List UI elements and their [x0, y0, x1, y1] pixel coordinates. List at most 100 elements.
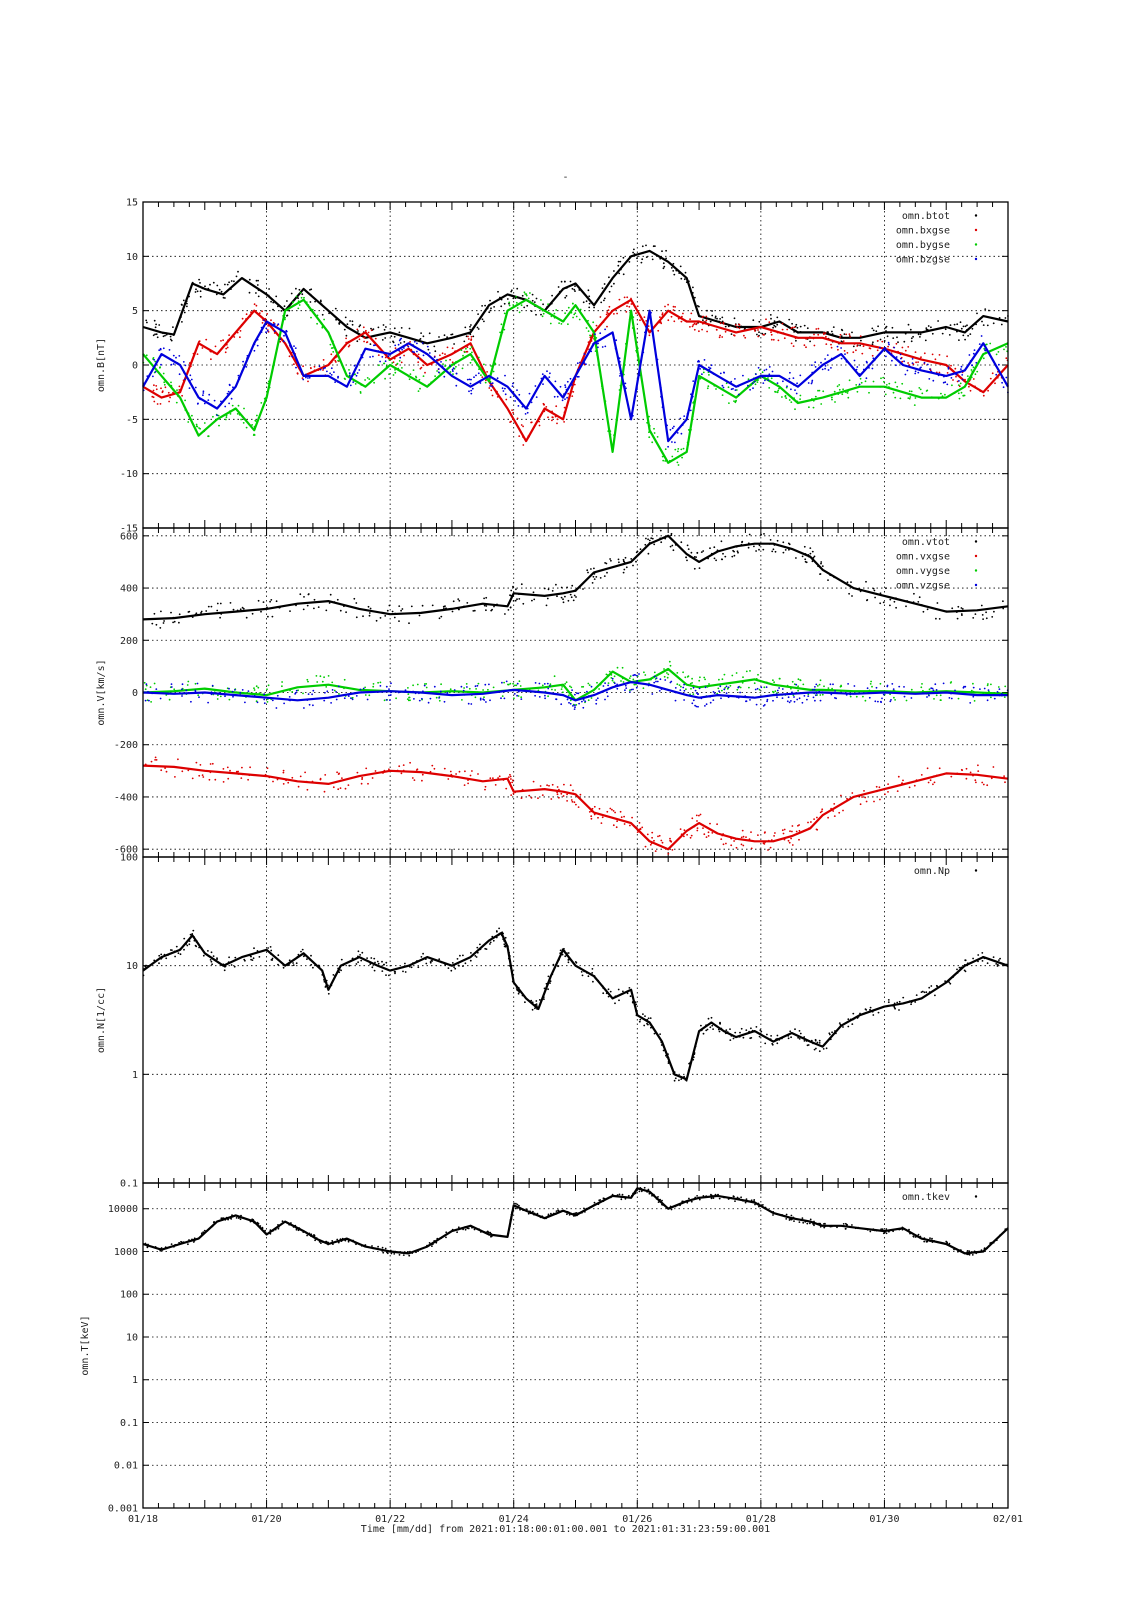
data-point [885, 587, 887, 590]
data-point [935, 694, 938, 697]
data-point [724, 555, 727, 558]
data-point [410, 348, 413, 351]
data-point [212, 955, 215, 957]
data-point [267, 294, 270, 297]
data-point [896, 385, 899, 388]
data-point [672, 1072, 675, 1075]
data-point [253, 687, 255, 690]
data-point [512, 297, 515, 300]
data-point [413, 698, 415, 700]
data-point [825, 343, 828, 345]
data-point [875, 785, 878, 788]
data-point [470, 378, 472, 381]
data-point [934, 358, 937, 361]
data-point [512, 779, 514, 782]
data-point [277, 1227, 280, 1230]
data-point [903, 340, 906, 343]
data-point [767, 377, 769, 379]
data-point [801, 555, 804, 558]
data-point [371, 777, 374, 779]
data-point [275, 295, 278, 298]
x-tick-label: 02/01 [993, 1514, 1023, 1525]
data-point [469, 959, 472, 962]
data-point [425, 962, 428, 965]
data-point [689, 318, 691, 321]
data-point [686, 559, 688, 562]
data-point [343, 697, 346, 700]
data-point [535, 297, 538, 300]
data-point [887, 341, 890, 344]
data-point [952, 976, 955, 978]
data-point [936, 774, 938, 777]
data-point [605, 562, 608, 565]
data-point [453, 689, 456, 691]
data-point [545, 604, 548, 607]
data-point [812, 556, 815, 559]
data-point [907, 346, 910, 348]
data-point [831, 333, 834, 335]
data-point [786, 700, 789, 703]
data-point [381, 1246, 384, 1249]
data-point [463, 784, 466, 786]
legend-marker [974, 540, 978, 543]
data-point [253, 349, 256, 352]
data-point [220, 340, 222, 342]
data-point [656, 358, 659, 361]
data-point [954, 689, 956, 692]
data-point [879, 346, 881, 349]
data-point [227, 1218, 230, 1221]
data-point [340, 382, 342, 384]
data-point [849, 693, 852, 696]
data-point [199, 282, 201, 284]
data-point [680, 833, 683, 836]
data-point [608, 305, 611, 308]
data-point [182, 361, 185, 363]
data-point [596, 697, 599, 700]
data-point [225, 414, 228, 417]
data-point [262, 601, 265, 603]
data-point [747, 384, 749, 387]
data-point [592, 303, 595, 305]
data-point [258, 333, 261, 336]
data-point [191, 281, 194, 284]
data-point [696, 829, 699, 832]
data-point [716, 317, 718, 320]
data-point [582, 699, 585, 701]
series-line [142, 681, 1008, 702]
data-point [490, 365, 492, 367]
data-point [629, 689, 631, 692]
data-point [357, 330, 359, 332]
data-point [505, 398, 508, 401]
data-point [986, 684, 989, 687]
data-point [910, 340, 913, 343]
series-line [142, 298, 1009, 464]
data-point [305, 301, 308, 303]
data-point [882, 376, 885, 379]
data-point [692, 1058, 695, 1061]
data-point [311, 780, 314, 783]
data-point [653, 675, 656, 678]
data-point [622, 256, 625, 259]
data-point [335, 356, 337, 359]
data-point [229, 769, 231, 772]
data-point [937, 397, 940, 400]
data-point [966, 324, 968, 327]
y-tick-label: 1 [132, 1375, 138, 1386]
data-point [293, 345, 295, 347]
data-point [908, 1228, 910, 1231]
data-point [698, 687, 701, 690]
data-point [297, 307, 300, 310]
data-point [709, 695, 711, 698]
data-point [161, 1249, 164, 1251]
data-point [669, 681, 672, 684]
data-point [355, 1243, 357, 1246]
data-point [713, 557, 716, 560]
data-point [578, 702, 580, 705]
data-point [175, 356, 177, 359]
data-point [723, 371, 725, 374]
data-point [950, 697, 953, 700]
data-point [898, 1009, 900, 1011]
data-point [906, 600, 908, 602]
data-point [664, 448, 667, 451]
data-point [507, 609, 510, 611]
